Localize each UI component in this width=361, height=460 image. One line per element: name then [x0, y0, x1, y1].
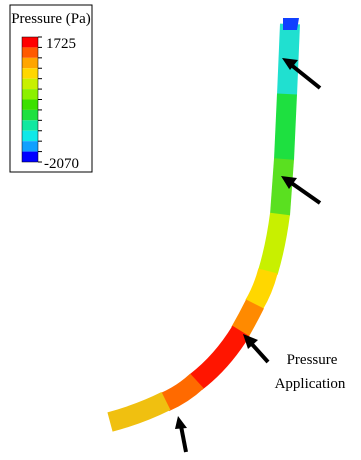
color-band	[22, 79, 38, 89]
color-band	[22, 120, 38, 130]
strip-segment	[254, 271, 268, 305]
figure: Pressure (Pa) 1725 -2070 Pressure Applic…	[0, 0, 361, 460]
arrow	[181, 426, 186, 452]
color-band	[22, 141, 38, 151]
strip-segment	[268, 214, 280, 272]
strip-segment	[280, 159, 284, 215]
strip-segment	[284, 94, 287, 160]
strip-segment	[240, 304, 255, 332]
color-band	[22, 68, 38, 78]
legend-min: -2070	[44, 156, 79, 172]
strip-segment	[165, 381, 197, 402]
color-band	[22, 58, 38, 68]
strip-segment	[110, 401, 166, 422]
legend-title: Pressure (Pa)	[11, 11, 91, 27]
arrow	[290, 182, 320, 203]
color-band	[22, 89, 38, 99]
arrow-head	[175, 416, 187, 429]
strip-segment	[196, 331, 241, 382]
color-band	[22, 131, 38, 141]
color-band	[22, 47, 38, 57]
legend-max: 1725	[46, 36, 76, 52]
color-band	[22, 100, 38, 110]
color-band	[22, 110, 38, 120]
annotation-line: Application	[275, 376, 346, 392]
annotation-line: Pressure	[287, 352, 338, 368]
color-band	[22, 152, 38, 162]
arrow	[250, 342, 268, 362]
strip-top	[283, 18, 299, 30]
color-band	[22, 37, 38, 47]
strip	[110, 24, 290, 422]
